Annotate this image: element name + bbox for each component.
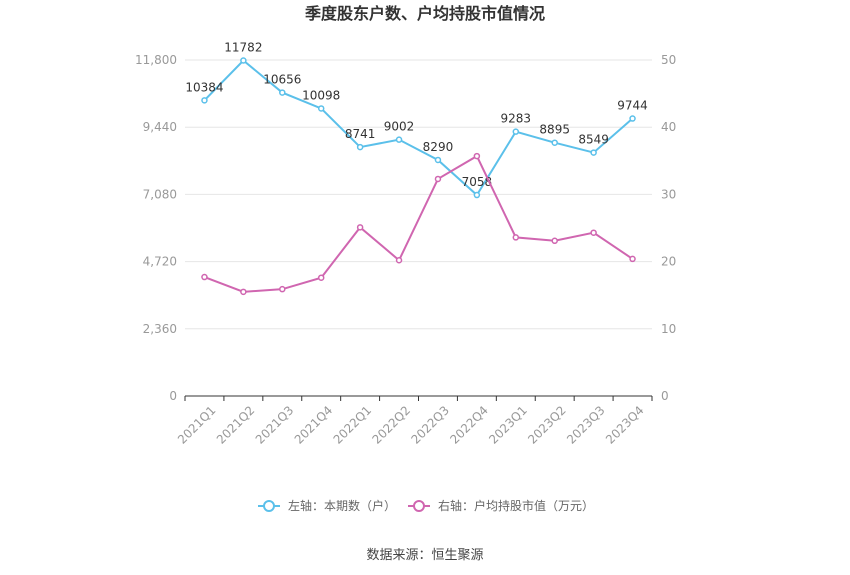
- data-point: [317, 105, 325, 112]
- series-line: [203, 59, 634, 197]
- x-tick-label: 2022Q4: [447, 403, 491, 447]
- left-y-tick-label: 7,080: [143, 187, 177, 201]
- data-point: [395, 257, 403, 264]
- data-label: 10384: [185, 80, 223, 94]
- data-point: [512, 234, 520, 241]
- x-tick-label: 2023Q4: [603, 403, 647, 447]
- legend-item-shareholder-count[interactable]: 左轴：本期数（户）: [258, 498, 396, 513]
- left-y-tick-label: 4,720: [143, 255, 177, 269]
- data-point: [317, 274, 325, 281]
- data-label: 10656: [263, 73, 301, 87]
- left-y-tick-label: 11,800: [135, 53, 177, 67]
- legend-label: 左轴：本期数（户）: [288, 498, 396, 513]
- data-point: [434, 175, 442, 183]
- data-point: [512, 128, 520, 135]
- x-tick-label: 2022Q3: [408, 403, 452, 447]
- legend[interactable]: 左轴：本期数（户） 右轴：户均持股市值（万元）: [258, 498, 594, 513]
- data-point: [629, 115, 636, 122]
- data-point: [201, 273, 208, 281]
- x-tick-label: 2021Q4: [292, 403, 336, 447]
- left-y-axis: 0 2,360 4,720 7,080 9,440 11,800: [135, 53, 177, 403]
- legend-item-avg-holding-value[interactable]: 右轴：户均持股市值（万元）: [408, 498, 594, 513]
- x-axis: 2021Q12021Q22021Q32021Q42022Q12022Q22022…: [175, 395, 653, 447]
- right-y-tick-label: 50: [661, 53, 676, 67]
- left-y-tick-label: 9,440: [143, 120, 177, 134]
- data-label: 7058: [462, 175, 493, 189]
- data-point: [201, 97, 208, 104]
- data-point: [356, 224, 364, 231]
- x-tick-label: 2021Q1: [175, 403, 219, 447]
- x-tick-label: 2023Q1: [486, 403, 530, 447]
- right-y-tick-label: 30: [661, 187, 676, 201]
- data-point: [473, 152, 481, 160]
- data-label: 11782: [224, 41, 262, 55]
- x-tick-label: 2021Q3: [253, 403, 297, 447]
- right-y-tick-label: 0: [661, 389, 669, 403]
- series-line: [204, 154, 634, 293]
- data-source: 数据来源：恒生聚源: [366, 548, 483, 563]
- right-y-tick-label: 10: [661, 322, 676, 336]
- series-avg-holding-value: [201, 152, 636, 296]
- legend-label: 右轴：户均持股市值（万元）: [438, 498, 594, 513]
- chart-title: 季度股东户数、户均持股市值情况: [304, 4, 545, 23]
- data-label: 10098: [302, 88, 340, 102]
- right-y-tick-label: 40: [661, 120, 676, 134]
- x-tick-label: 2023Q3: [564, 403, 608, 447]
- data-label: 8290: [423, 140, 454, 154]
- data-point: [629, 255, 636, 263]
- data-point: [356, 143, 364, 151]
- right-y-axis: 0 10 20 30 40 50: [661, 53, 676, 403]
- legend-marker-icon: [413, 500, 425, 512]
- data-point: [551, 139, 558, 146]
- data-point: [279, 285, 286, 293]
- data-label: 8549: [578, 133, 609, 147]
- right-y-tick-label: 20: [661, 255, 676, 269]
- data-label: 8895: [539, 123, 570, 137]
- data-point: [590, 229, 597, 236]
- data-point: [590, 149, 597, 156]
- data-point: [551, 237, 558, 245]
- data-label: 9002: [384, 120, 415, 134]
- data-label: 9744: [617, 99, 648, 113]
- data-point: [240, 57, 247, 64]
- data-point: [279, 89, 286, 96]
- legend-marker-icon: [263, 500, 275, 512]
- x-tick-label: 2022Q1: [331, 403, 375, 447]
- x-tick-label: 2021Q2: [214, 403, 258, 447]
- left-y-tick-label: 2,360: [143, 322, 177, 336]
- data-point: [434, 156, 442, 164]
- data-label: 8741: [345, 127, 376, 141]
- data-label: 9283: [501, 112, 532, 126]
- x-tick-label: 2022Q2: [370, 403, 414, 447]
- data-point: [395, 136, 403, 143]
- left-y-tick-label: 0: [169, 389, 177, 403]
- data-point: [473, 191, 481, 199]
- x-tick-label: 2023Q2: [525, 403, 569, 447]
- gridlines: [185, 59, 652, 330]
- data-point: [240, 288, 247, 296]
